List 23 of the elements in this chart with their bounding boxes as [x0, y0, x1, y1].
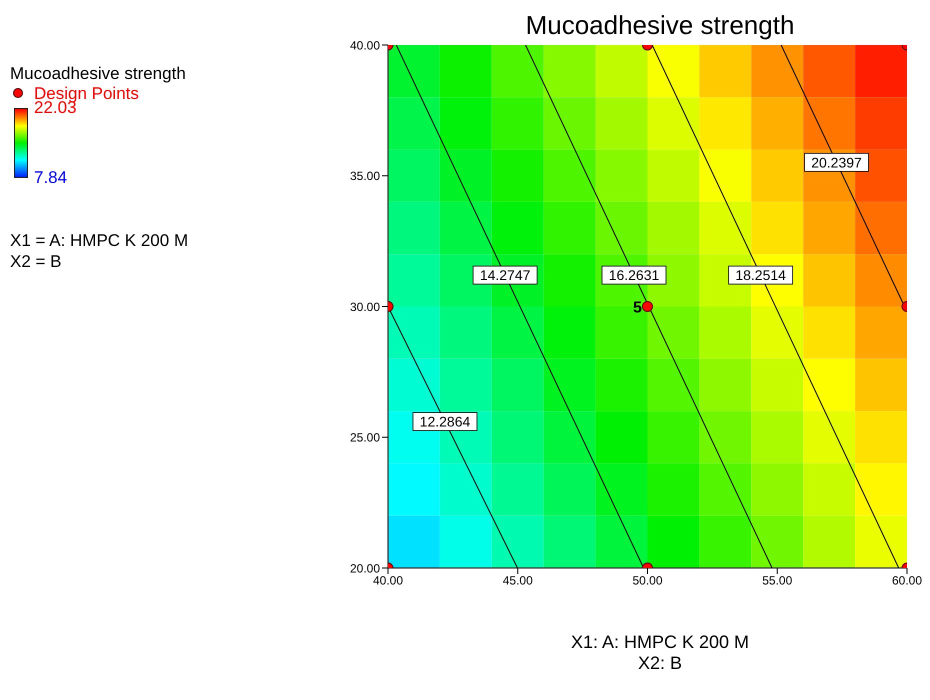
text: X1 = A: HMPC K 200 M: [10, 230, 188, 251]
series-label: 20.2397: [811, 154, 862, 170]
annotation: 5: [633, 300, 642, 316]
text: X2 = B: [10, 251, 63, 272]
color-bar-label: 7.84: [34, 168, 68, 188]
x-tick-label: 45.00: [502, 574, 534, 588]
y-tick-label: 40.00: [350, 38, 380, 52]
series-label: 12.2864: [420, 414, 470, 430]
series-label: 16.2631: [608, 267, 660, 284]
text: X2: B: [636, 653, 684, 674]
series-label: 18.2514: [735, 267, 786, 284]
x-tick-label: 50.00: [632, 574, 663, 588]
y-tick-label: 20.00: [350, 561, 380, 576]
series-label: 14.2747: [480, 267, 531, 284]
x-tick-label: 40.00: [372, 574, 404, 588]
y-tick-label: 30.00: [350, 300, 380, 314]
x-tick-label: 60.00: [892, 574, 922, 588]
y-tick-label: 35.00: [350, 169, 380, 184]
x-tick-label: 55.00: [762, 574, 793, 588]
y-tick-label: 25.00: [350, 430, 380, 445]
legend-title: Mucoadhesive strength: [10, 64, 186, 84]
chart-title: Mucoadhesive strength: [524, 10, 796, 41]
x-axis-title: X1: A: HMPC K 200 M: [570, 632, 750, 653]
